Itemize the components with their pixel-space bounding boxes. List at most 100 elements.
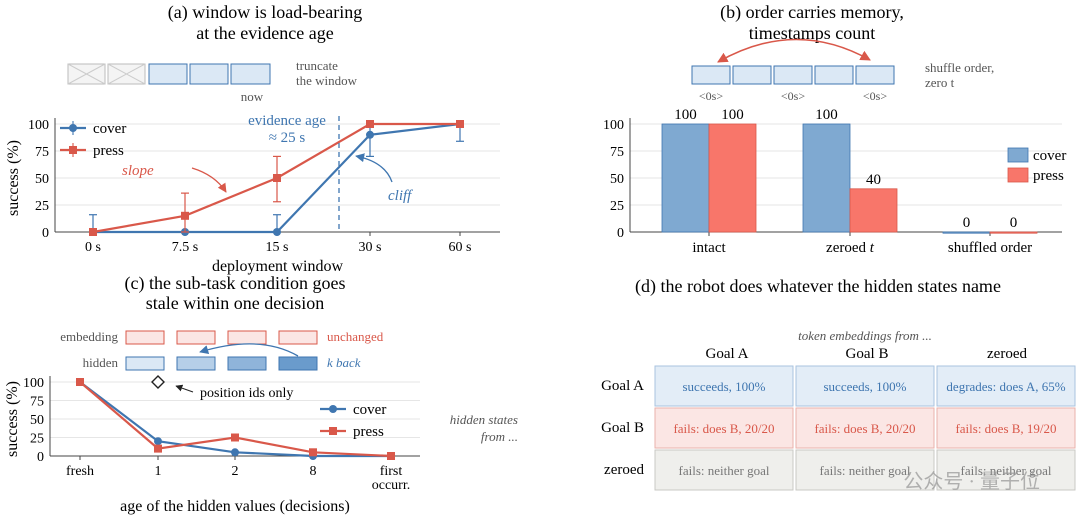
token-slot xyxy=(814,65,854,85)
shuffle-label-1: shuffle order, xyxy=(925,60,994,75)
y-tick-label: 50 xyxy=(30,413,44,428)
row-header: zeroed xyxy=(604,462,644,478)
panel-a: (a) window is load-bearing at the eviden… xyxy=(5,2,500,275)
legend-swatch-cover xyxy=(1007,147,1029,163)
data-point-cover xyxy=(366,130,374,139)
x-tick-label: occurr. xyxy=(372,478,410,493)
outcome-cell-text: fails: does B, 20/20 xyxy=(814,421,915,436)
data-point-press xyxy=(89,228,97,236)
panel-b-title-2: timestamps count xyxy=(749,23,875,43)
legend-label: cover xyxy=(1033,148,1066,164)
y-tick-label: 75 xyxy=(30,395,44,410)
x-axis-title: deployment window xyxy=(212,258,344,275)
panel-c-title-1: (c) the sub-task condition goes xyxy=(125,273,346,294)
k-back-arrow xyxy=(199,343,299,357)
bar-press xyxy=(989,231,1038,234)
x-tick-label: intact xyxy=(692,240,726,256)
cross-icon xyxy=(107,63,146,85)
col-header: zeroed xyxy=(987,346,1027,362)
outcome-cell-text: fails: neither goal xyxy=(820,463,911,478)
legend-marker-cover xyxy=(329,405,337,413)
bar-press xyxy=(708,123,757,233)
x-tick-label: zeroed t xyxy=(826,240,875,256)
y-tick-label: 75 xyxy=(35,145,49,160)
slope-arrow xyxy=(191,167,227,193)
panel-c-title-2: stale within one decision xyxy=(146,293,324,313)
data-point-cover xyxy=(231,448,239,457)
timestamp-label: <0s> xyxy=(699,89,723,103)
outcome-cell xyxy=(795,449,935,491)
hidden-slot xyxy=(176,356,216,371)
bar-value-label: 100 xyxy=(815,107,838,123)
watermark: 公众号 · 量子位 xyxy=(903,470,1040,493)
embedding-slot xyxy=(176,330,216,345)
side-caption-2: from ... xyxy=(481,429,518,444)
position-ids-arrow xyxy=(175,384,194,393)
outcome-cell-text: succeeds, 100% xyxy=(682,379,765,394)
hidden-slot xyxy=(278,356,318,371)
outcome-cell xyxy=(795,365,935,407)
header-caption: token embeddings from ... xyxy=(798,328,932,343)
hidden-slot xyxy=(125,356,165,371)
position-ids-point xyxy=(151,375,165,389)
data-point-press xyxy=(181,211,189,220)
side-caption-1: hidden states xyxy=(450,412,518,427)
evidence-age-label-1: evidence age xyxy=(248,113,326,129)
panel-b: (b) order carries memory, timestamps cou… xyxy=(603,2,1066,256)
panel-b-title-1: (b) order carries memory, xyxy=(720,2,904,23)
hidden-strip xyxy=(125,356,318,371)
shuffle-arrow xyxy=(717,38,871,63)
panel-a-title-1: (a) window is load-bearing xyxy=(168,2,362,23)
col-header: Goal A xyxy=(706,346,749,362)
x-tick-label: fresh xyxy=(66,464,94,479)
outcome-cell-text: fails: neither goal xyxy=(961,463,1052,478)
shuffle-strip xyxy=(691,65,895,85)
y-axis-title: success (%) xyxy=(4,381,21,457)
data-point-press xyxy=(273,174,281,182)
data-point-press xyxy=(231,433,239,442)
x-tick-label: 7.5 s xyxy=(172,240,198,255)
data-point-press xyxy=(387,452,395,460)
outcome-cell-text: degrades: does A, 65% xyxy=(946,379,1065,394)
y-tick-label: 25 xyxy=(30,432,44,447)
row-header: Goal A xyxy=(601,378,644,394)
truncate-label-1: truncate xyxy=(296,58,338,73)
bar-cover xyxy=(661,123,710,233)
x-axis-title: age of the hidden values (decisions) xyxy=(120,498,350,515)
y-tick-label: 75 xyxy=(610,145,624,160)
token-slot xyxy=(732,65,772,85)
evidence-age-label-2: ≈ 25 s xyxy=(269,130,306,146)
x-tick-label: 0 s xyxy=(85,240,101,255)
embedding-slot xyxy=(278,330,318,345)
y-tick-label: 100 xyxy=(28,118,49,133)
truncate-label-2: the window xyxy=(296,73,358,88)
y-tick-label: 0 xyxy=(617,226,624,241)
hidden-label: hidden xyxy=(83,355,119,370)
bar-value-label: 0 xyxy=(963,215,971,231)
panel-d: (d) the robot does whatever the hidden s… xyxy=(450,276,1076,493)
bar-value-label: 100 xyxy=(721,107,744,123)
legend-marker-press xyxy=(329,427,337,435)
shuffle-label-2: zero t xyxy=(925,75,955,90)
outcome-cell xyxy=(936,407,1076,449)
y-tick-label: 50 xyxy=(610,172,624,187)
x-tick-label: first xyxy=(380,464,403,479)
position-ids-label: position ids only xyxy=(200,386,293,401)
data-point-cover xyxy=(154,437,162,446)
timestamp-label: <0s> xyxy=(863,89,887,103)
cross-icon xyxy=(67,63,106,85)
outcome-cell xyxy=(936,449,1076,491)
chart-a: 0 25 50 75 100 0 s 7.5 s 15 s 30 s 60 s deployment… xyxy=(5,116,500,275)
outcome-cell-text: fails: does B, 19/20 xyxy=(955,421,1056,436)
cliff-label: cliff xyxy=(388,188,413,204)
x-tick-label: 60 s xyxy=(449,240,472,255)
y-tick-label: 0 xyxy=(37,450,44,465)
x-tick-label: 15 s xyxy=(266,240,289,255)
y-tick-label: 25 xyxy=(610,199,624,214)
y-axis-title: success (%) xyxy=(5,140,22,216)
row-header: Goal B xyxy=(601,420,644,436)
bar-value-label: 40 xyxy=(866,172,881,188)
hidden-slot xyxy=(227,356,267,371)
data-point-press xyxy=(456,120,464,128)
